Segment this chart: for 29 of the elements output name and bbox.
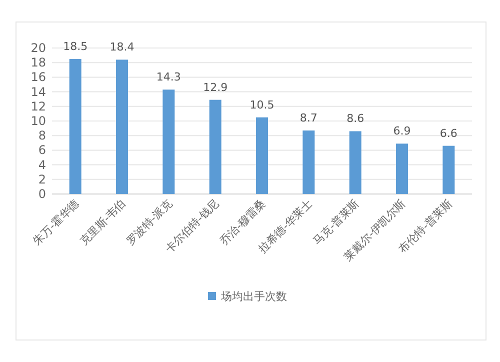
y-tick-label: 14: [30, 84, 46, 99]
bar: [209, 100, 222, 194]
y-tick-label: 16: [30, 70, 46, 84]
y-tick-label: 18: [30, 56, 46, 70]
bar: [302, 130, 315, 194]
y-tick-label: 4: [38, 158, 46, 172]
y-tick-label: 12: [30, 99, 46, 114]
y-tick-label: 6: [38, 143, 46, 158]
data-label: 10.5: [250, 98, 274, 112]
data-label: 12.9: [203, 80, 228, 94]
data-label: 8.6: [346, 112, 364, 126]
bar: [116, 60, 128, 194]
bar: [396, 144, 408, 194]
data-label: 18.5: [63, 40, 88, 53]
y-tick-label: 20: [30, 41, 46, 55]
legend-label: 场均出手次数: [220, 290, 287, 303]
bar: [442, 146, 455, 194]
data-label: 6.9: [393, 124, 411, 138]
data-label: 14.3: [156, 70, 181, 84]
y-tick-label: 10: [30, 114, 46, 128]
bar: [162, 90, 175, 194]
bar: [256, 117, 268, 194]
bar: [69, 58, 82, 194]
data-label: 6.6: [440, 126, 458, 140]
data-label: 18.4: [110, 40, 134, 54]
y-tick-label: 8: [38, 128, 46, 143]
bar: [349, 131, 362, 194]
y-tick-label: 2: [38, 172, 46, 186]
data-label: 8.7: [300, 111, 318, 124]
